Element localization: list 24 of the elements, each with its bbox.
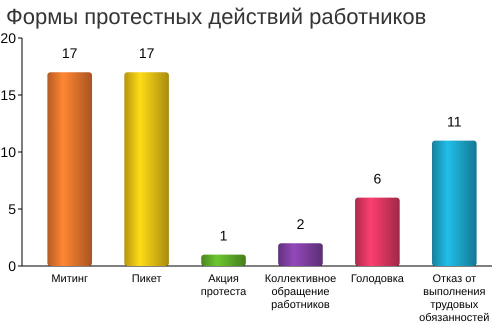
bar — [124, 72, 169, 266]
data-label: 6 — [373, 170, 382, 187]
x-tick-label: Пикет — [132, 273, 162, 285]
bar — [201, 254, 246, 266]
data-label: 17 — [138, 45, 155, 62]
x-tick-label: Голодовка — [350, 273, 405, 285]
data-label: 17 — [62, 45, 78, 62]
x-tick-label: Митинг — [51, 273, 88, 285]
bar — [47, 72, 92, 266]
data-label: 11 — [447, 114, 462, 130]
y-tick-label: 0 — [8, 258, 16, 274]
y-tick-label: 20 — [0, 30, 16, 46]
bar — [278, 243, 323, 266]
bar — [432, 140, 477, 266]
data-label: 1 — [220, 228, 228, 244]
y-tick-label: 15 — [0, 86, 16, 103]
x-tick-label: Отказ от выполнения трудовых обязанностей — [419, 273, 490, 324]
x-tick-label: Акция протеста — [200, 273, 248, 298]
bar — [355, 198, 400, 266]
y-tick-label: 5 — [8, 200, 16, 217]
chart-title: Формы протестных действий работников — [6, 4, 426, 29]
data-label: 2 — [296, 216, 305, 232]
y-tick-label: 10 — [0, 144, 16, 160]
x-tick-label: Коллективное обращение работников — [264, 273, 336, 311]
